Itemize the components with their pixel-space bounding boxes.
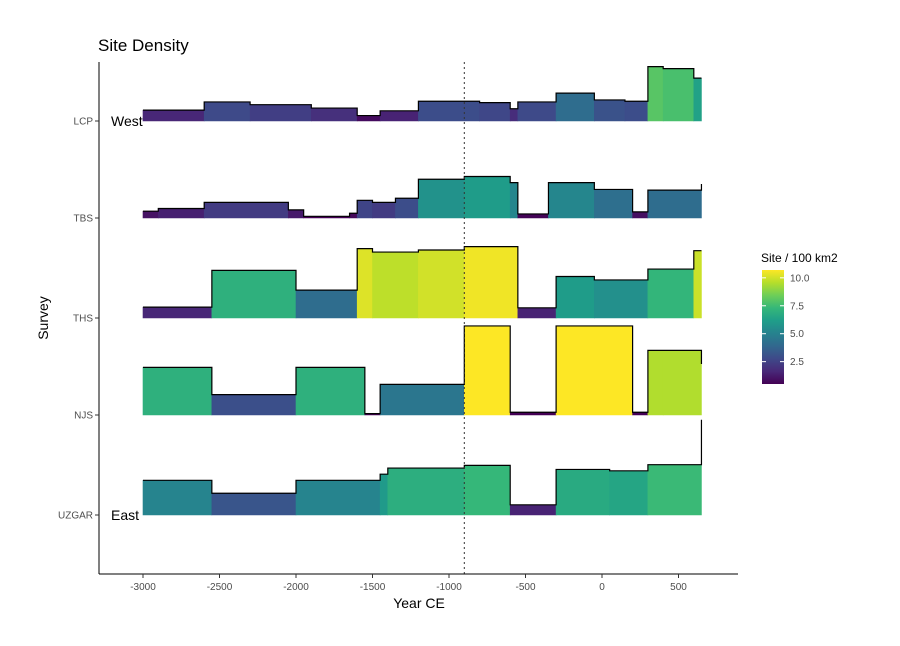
band-segment (203, 101, 251, 122)
band-segment (142, 210, 159, 219)
legend-title: Site / 100 km2 (761, 251, 838, 265)
band-segment (211, 492, 297, 516)
band-segment (555, 276, 595, 319)
y-axis-title: Survey (35, 296, 51, 340)
x-tick-label: -3000 (130, 582, 156, 593)
band-lcp (142, 65, 702, 122)
band-segment (295, 289, 358, 319)
y-tick-label: THS (73, 314, 93, 325)
colorbar (762, 270, 784, 384)
y-tick-label: TBS (74, 214, 94, 225)
band-segment (509, 504, 557, 516)
band-segment (142, 367, 213, 416)
band-segment (463, 176, 511, 219)
axes: -3000 -2500 -2000 -1500 -1000 -500 0 500 LCP TBS T… (58, 62, 738, 593)
x-tick-label: -2000 (283, 582, 309, 593)
band-segment (463, 246, 519, 319)
band-segment (372, 251, 419, 319)
band-segment (142, 306, 213, 319)
x-tick-label: 0 (599, 582, 605, 593)
annotation-east: East (111, 507, 139, 523)
band-segment (418, 178, 465, 219)
band-segment (693, 77, 702, 122)
band-tbs (142, 175, 703, 219)
band-outline (143, 325, 703, 415)
band-segment (203, 202, 289, 219)
band-segment (463, 325, 511, 416)
band-outline (143, 419, 703, 506)
x-tick-label: -2500 (207, 582, 233, 593)
x-axis-title: Year CE (393, 595, 445, 611)
band-segment (288, 209, 304, 219)
band-segment (594, 279, 649, 319)
band-outline (143, 175, 703, 217)
band-segment (295, 480, 381, 516)
band-segment (647, 350, 664, 416)
band-njs (142, 325, 703, 416)
band-segment (632, 211, 649, 219)
band-uzgar (142, 419, 703, 516)
band-segment (418, 249, 465, 319)
band-segment (509, 182, 519, 219)
band-segment (211, 270, 297, 319)
band-segment (249, 104, 312, 122)
band-segment (379, 110, 419, 122)
annotation-west: West (111, 113, 143, 129)
legend-tick-label: 10.0 (790, 273, 810, 284)
band-segment (647, 66, 664, 122)
x-tick-label: -1000 (436, 582, 462, 593)
band-segment (662, 350, 702, 416)
band-segment (509, 108, 519, 122)
band-segment (555, 469, 610, 516)
y-tick-label: UZGAR (58, 511, 93, 522)
y-tick-label: NJS (74, 411, 93, 422)
band-segment (142, 109, 205, 122)
legend-tick-label: 5.0 (790, 329, 804, 340)
band-segment (479, 102, 511, 122)
band-segment (609, 470, 649, 516)
band-segment (594, 189, 633, 219)
band-segment (594, 99, 626, 122)
band-segment (647, 268, 695, 319)
band-segment (548, 182, 595, 219)
band-segment (395, 197, 419, 219)
band-segment (356, 115, 381, 122)
band-segment (158, 208, 205, 219)
legend-tick-label: 2.5 (790, 357, 804, 368)
band-segment (647, 189, 702, 219)
band-segment (555, 325, 633, 416)
band-segment (418, 100, 480, 122)
band-segment (624, 100, 649, 122)
band-segment (379, 473, 389, 516)
band-segment (142, 480, 213, 516)
band-ths (142, 246, 702, 319)
chart-title: Site Density (98, 36, 189, 55)
band-segment (356, 200, 373, 219)
band-segment (517, 213, 549, 219)
band-segment (517, 307, 557, 319)
band-segment (211, 394, 297, 416)
band-outline (143, 65, 702, 117)
band-segment (662, 68, 695, 122)
x-tick-label: 500 (670, 582, 687, 593)
x-tick-label: -500 (515, 582, 535, 593)
band-segment (310, 107, 358, 122)
band-segment (356, 248, 373, 319)
color-legend: Site / 100 km2 2.5 5.0 7.5 10.0 (761, 251, 838, 384)
band-segment (387, 467, 465, 516)
band-segment (295, 367, 366, 416)
survey-bands (142, 65, 703, 516)
y-tick-label: LCP (74, 117, 94, 128)
legend-tick-label: 7.5 (790, 301, 804, 312)
band-segment (372, 202, 396, 219)
band-segment (463, 465, 511, 516)
band-segment (693, 250, 702, 319)
band-segment (647, 464, 702, 516)
band-segment (349, 212, 358, 219)
band-segment (555, 92, 595, 122)
band-segment (517, 101, 557, 122)
x-tick-label: -1500 (360, 582, 386, 593)
band-segment (379, 384, 465, 416)
